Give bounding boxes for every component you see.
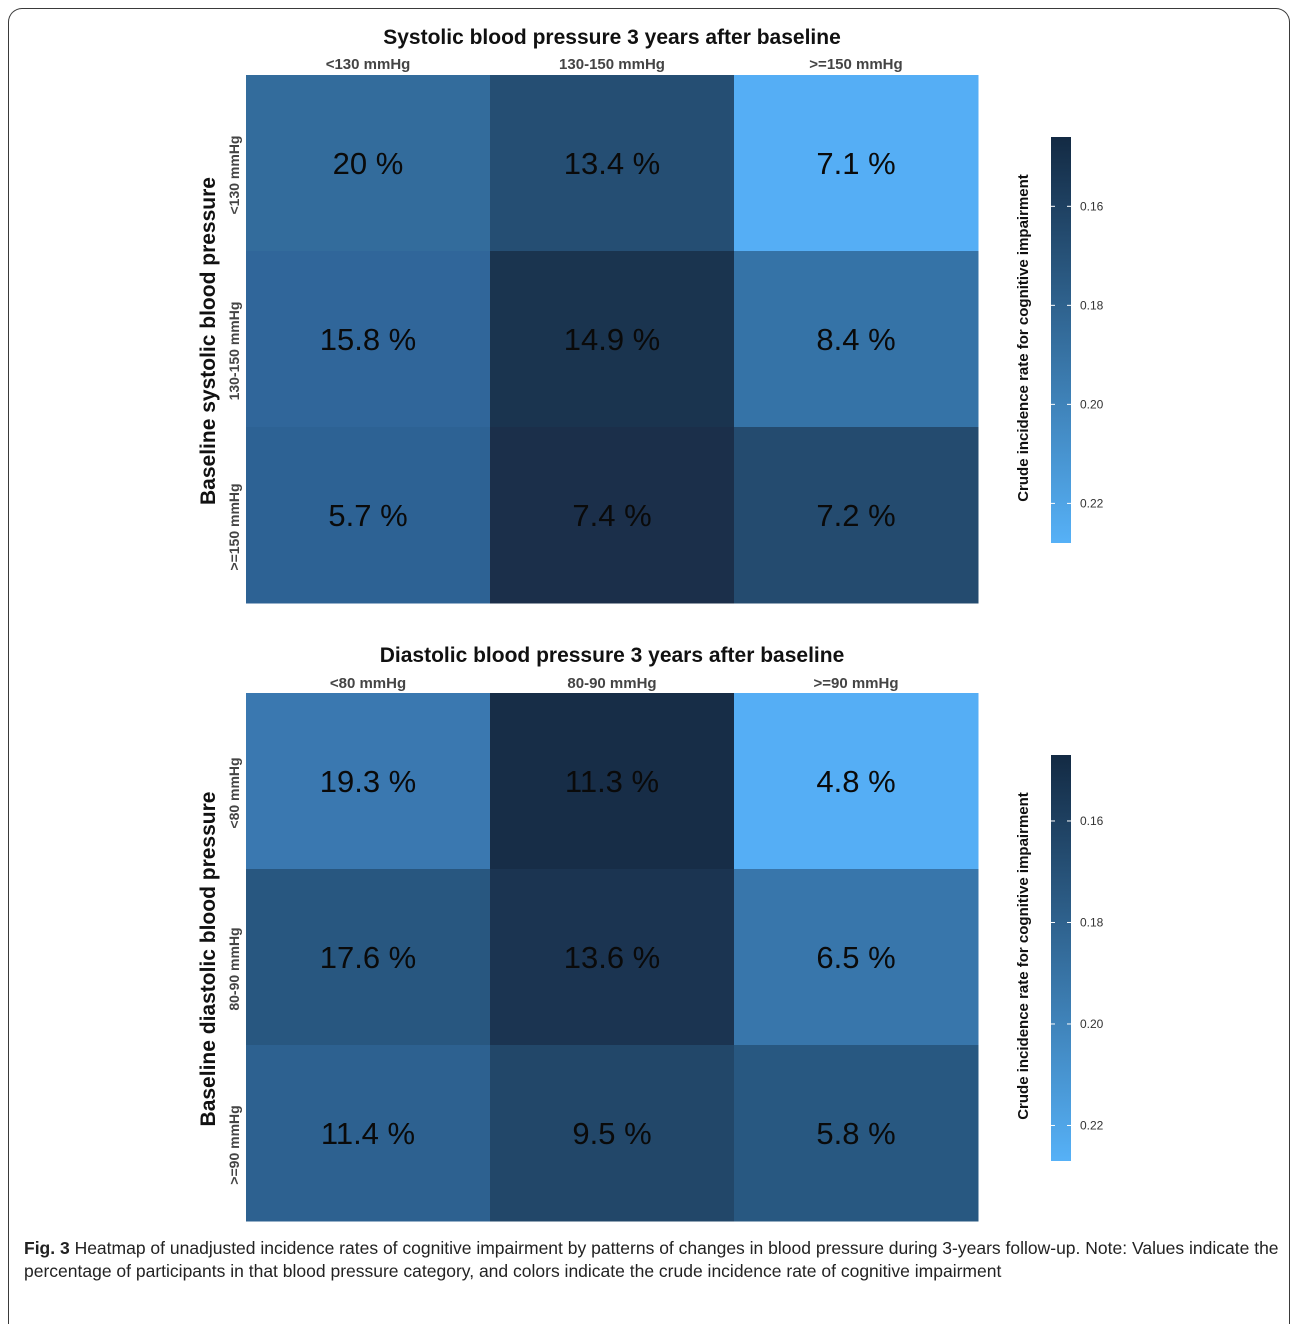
figure-caption: Fig. 3 Heatmap of unadjusted incidence r… [24, 1237, 1279, 1283]
heatmap-cell [734, 869, 979, 1046]
x-tick-label: >=90 mmHg [813, 675, 898, 692]
colorbar-tick-label: 0.16 [1080, 199, 1104, 213]
caption-label: Fig. 3 [24, 1238, 70, 1258]
cell-value-label: 7.4 % [572, 498, 651, 533]
heatmap-cell [734, 75, 979, 252]
heatmap-cell [734, 251, 979, 428]
heatmap-panel-1: Systolic blood pressure 3 years after ba… [197, 26, 1104, 604]
cell-value-label: 8.4 % [816, 322, 895, 357]
y-tick-label: 80-90 mmHg [226, 927, 242, 1010]
cell-value-label: 9.5 % [572, 1116, 651, 1151]
y-tick-label: >=150 mmHg [226, 483, 242, 570]
x-tick-label: 80-90 mmHg [567, 675, 656, 692]
cell-value-label: 4.8 % [816, 764, 895, 799]
colorbar-tick-label: 0.20 [1080, 397, 1104, 411]
y-axis-title: Baseline diastolic blood pressure [197, 792, 220, 1127]
cell-value-label: 5.8 % [816, 1116, 895, 1151]
cell-value-label: 13.4 % [564, 146, 661, 181]
cell-value-label: 14.9 % [564, 322, 661, 357]
y-tick-label: 130-150 mmHg [226, 302, 242, 401]
figure-frame [8, 8, 1290, 1324]
heatmap-cell [246, 75, 491, 252]
cell-value-label: 19.3 % [320, 764, 417, 799]
chart-title: Diastolic blood pressure 3 years after b… [380, 644, 845, 667]
cell-value-label: 6.5 % [816, 940, 895, 975]
x-tick-label: >=150 mmHg [809, 56, 902, 73]
heatmap-cell [490, 75, 735, 252]
chart-title: Systolic blood pressure 3 years after ba… [383, 26, 841, 49]
heatmap-cell [734, 693, 979, 870]
colorbar-tick-label: 0.16 [1080, 814, 1104, 828]
figure-svg: Systolic blood pressure 3 years after ba… [197, 26, 1104, 1222]
colorbar-tick-label: 0.22 [1080, 496, 1104, 510]
cell-value-label: 15.8 % [320, 322, 417, 357]
colorbar-tick-label: 0.18 [1080, 915, 1104, 929]
heatmap-panel-2: Diastolic blood pressure 3 years after b… [197, 644, 1104, 1222]
y-tick-label: >=90 mmHg [226, 1105, 242, 1184]
cell-value-label: 7.1 % [816, 146, 895, 181]
cell-value-label: 11.4 % [321, 1116, 415, 1151]
y-axis-title: Baseline systolic blood pressure [197, 177, 220, 505]
heatmap-cell [246, 693, 491, 870]
colorbar-title: Crude incidence rate for cognitive impai… [1015, 792, 1032, 1120]
y-tick-label: <130 mmHg [226, 136, 242, 215]
colorbar-title: Crude incidence rate for cognitive impai… [1015, 174, 1032, 502]
cell-value-label: 20 % [333, 146, 404, 181]
heatmap-cell [490, 427, 735, 604]
heatmap-cell [490, 869, 735, 1046]
colorbar-tick-label: 0.18 [1080, 298, 1104, 312]
cell-value-label: 13.6 % [564, 940, 661, 975]
cell-value-label: 17.6 % [320, 940, 417, 975]
heatmap-cell [246, 869, 491, 1046]
heatmap-cell [490, 693, 735, 870]
heatmap-cell [490, 251, 735, 428]
x-tick-label: <130 mmHg [326, 56, 411, 73]
heatmap-cell [490, 1045, 735, 1222]
heatmap-cell [246, 1045, 491, 1222]
heatmap-cell [246, 427, 491, 604]
colorbar-tick-label: 0.20 [1080, 1017, 1104, 1031]
colorbar [1051, 137, 1071, 543]
x-tick-label: 130-150 mmHg [559, 56, 665, 73]
colorbar-tick-label: 0.22 [1080, 1118, 1104, 1132]
y-tick-label: <80 mmHg [226, 757, 242, 828]
cell-value-label: 7.2 % [816, 498, 895, 533]
x-tick-label: <80 mmHg [330, 675, 406, 692]
colorbar [1051, 755, 1071, 1161]
cell-value-label: 11.3 % [565, 764, 659, 799]
cell-value-label: 5.7 % [328, 498, 407, 533]
heatmap-cell [734, 1045, 979, 1222]
caption-text: Heatmap of unadjusted incidence rates of… [24, 1238, 1279, 1281]
heatmap-cell [734, 427, 979, 604]
heatmap-cell [246, 251, 491, 428]
